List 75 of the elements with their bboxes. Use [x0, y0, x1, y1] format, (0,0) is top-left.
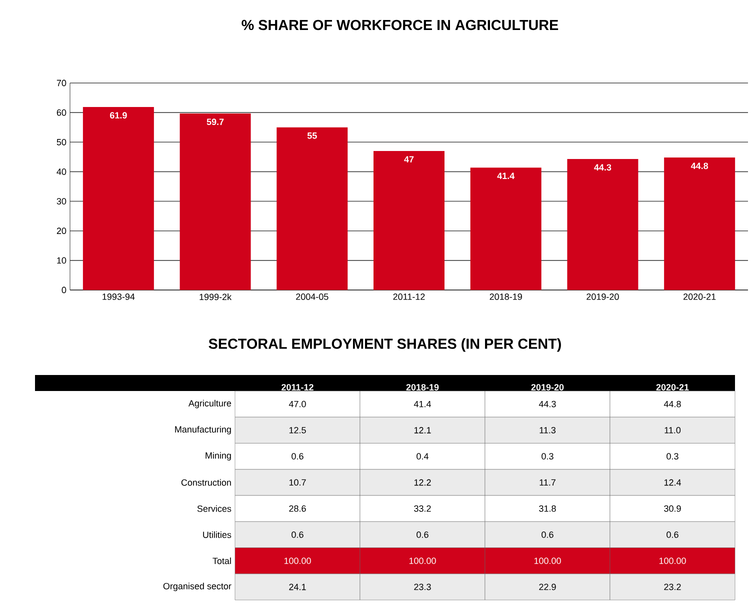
data-label: 31.8	[539, 505, 556, 512]
bar	[374, 151, 444, 290]
bar	[664, 158, 736, 290]
y-tick-label: 10	[57, 257, 66, 264]
data-label: 0.6	[542, 531, 554, 538]
data-label: 23.3	[414, 584, 431, 590]
data-label: 44.8	[664, 400, 681, 408]
data-label: 11.3	[540, 426, 556, 434]
x-tick-label: 2020-21	[684, 294, 716, 300]
y-tick-label: 60	[56, 109, 66, 116]
data-label: 100.00	[284, 558, 311, 564]
x-tick-label: 2019-20	[531, 384, 564, 390]
data-label: 0.6	[292, 531, 304, 538]
y-tick-label: Total	[212, 557, 231, 564]
data-label: 0.4	[416, 453, 428, 460]
y-tick-label: 0	[62, 286, 66, 294]
x-tick-label: 1999-2k	[200, 294, 232, 300]
y-tick-label: Construction	[181, 479, 231, 486]
data-label: 47	[404, 156, 414, 162]
bar	[567, 158, 638, 290]
y-tick-label: 20	[56, 228, 66, 234]
data-label: 100.00	[534, 558, 561, 564]
data-label: 44.8	[690, 162, 708, 170]
data-label: 41.4	[414, 400, 431, 408]
x-tick-label: 2019-20	[586, 294, 619, 300]
data-label: 12.5	[289, 426, 306, 434]
data-label: 11.0	[664, 426, 681, 434]
data-label: 61.9	[110, 112, 127, 119]
bar	[276, 127, 348, 290]
data-label: 10.7	[289, 479, 306, 486]
data-label: 12.2	[414, 479, 431, 486]
x-tick-label: 2011-12	[282, 384, 314, 390]
y-tick-label: 40	[56, 168, 66, 175]
data-label: 0.6	[416, 531, 428, 538]
data-label: 11.7	[540, 479, 556, 486]
x-tick-label: 2018-19	[490, 294, 522, 300]
data-label: 0.6	[666, 531, 678, 538]
y-tick-label: Organised sector	[163, 582, 232, 592]
y-tick-label: Utilities	[203, 531, 232, 538]
data-label: 22.9	[539, 584, 556, 590]
data-label: 0.3	[666, 453, 678, 460]
data-label: 41.4	[497, 172, 515, 179]
data-label: 24.1	[289, 584, 306, 590]
y-tick-label: Mining	[206, 452, 231, 460]
data-label: 44.3	[594, 164, 612, 171]
y-tick-label: Manufacturing	[175, 426, 231, 434]
y-tick-label: 70	[56, 80, 66, 86]
data-label: 12.4	[664, 479, 681, 486]
chart-title: SECTORAL EMPLOYMENT SHARES (IN PER CENT)	[208, 338, 561, 352]
data-label: 12.1	[414, 427, 431, 434]
data-label: 0.3	[542, 453, 554, 460]
x-tick-label: 2018-19	[406, 384, 439, 390]
x-tick-label: 1993-94	[102, 294, 135, 300]
data-label: 23.2	[664, 584, 681, 590]
data-label: 0.6	[292, 453, 304, 460]
x-tick-label: 2011-12	[393, 294, 425, 300]
data-label: 30.9	[664, 505, 681, 512]
data-label: 44.3	[538, 400, 556, 408]
y-tick-label: 30	[56, 198, 66, 204]
y-tick-label: Services	[197, 505, 232, 512]
y-tick-label: Agriculture	[188, 400, 232, 408]
chart-title: % SHARE OF WORKFORCE IN AGRICULTURE	[242, 20, 558, 30]
data-label: 59.7	[206, 118, 224, 126]
bar	[82, 106, 154, 290]
data-label: 47.0	[288, 400, 306, 408]
y-tick-label: 50	[56, 138, 66, 146]
bar	[470, 168, 542, 290]
data-label: 100.00	[659, 558, 686, 564]
data-label: 55	[307, 132, 317, 139]
x-tick-label: 2004-05	[296, 294, 328, 300]
data-label: 100.00	[409, 558, 436, 564]
data-label: 28.6	[289, 505, 306, 512]
x-tick-label: 2020-21	[656, 384, 689, 390]
data-label: 33.2	[414, 505, 431, 512]
bar	[180, 113, 251, 290]
